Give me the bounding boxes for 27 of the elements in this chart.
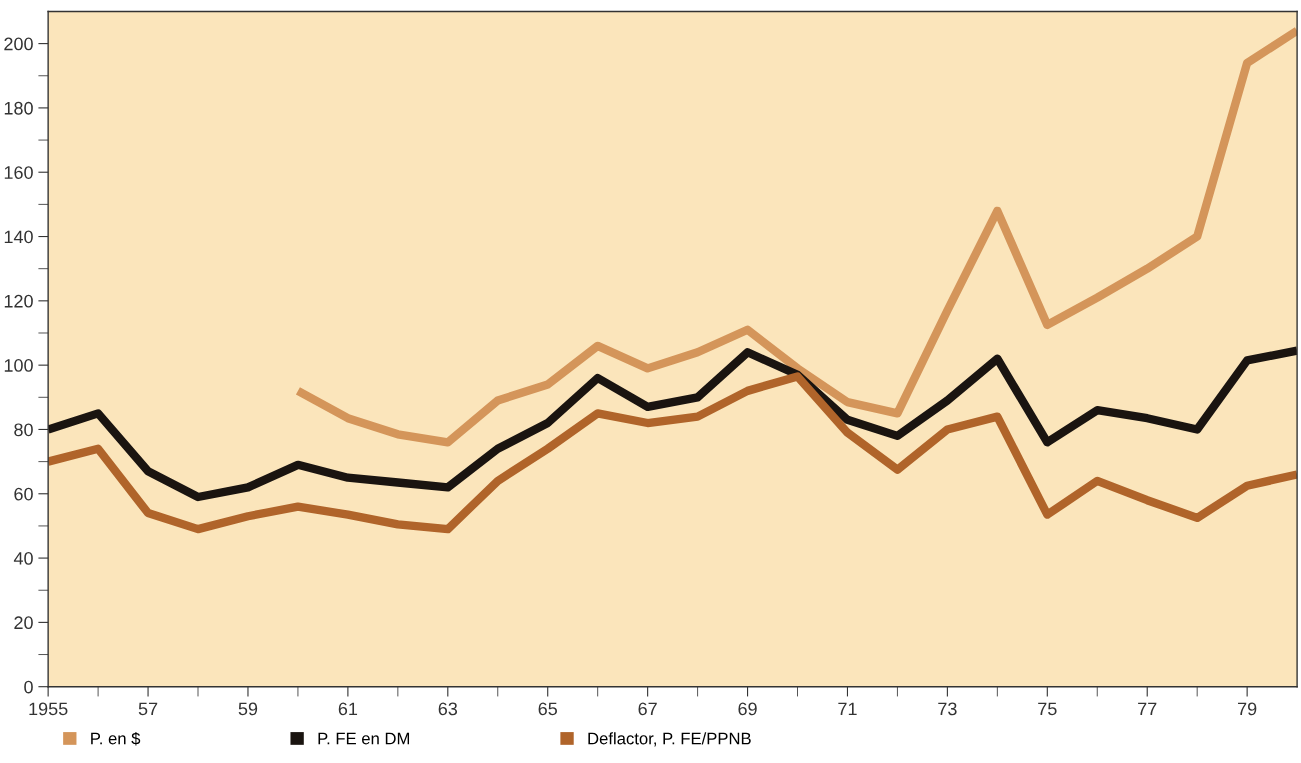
y-tick-label: 160	[4, 166, 33, 179]
legend-label: P. FE en DM	[318, 732, 410, 745]
x-tick-label: 77	[1138, 702, 1157, 716]
y-tick-label: 100	[4, 359, 33, 372]
y-tick-label: 180	[4, 101, 33, 115]
x-tick-label: 75	[1038, 702, 1057, 716]
x-tick-label: 79	[1238, 702, 1257, 716]
x-tick-label: 63	[438, 702, 458, 716]
x-tick-label: 69	[738, 702, 757, 716]
x-tick-label: 61	[338, 702, 358, 716]
legend-label: P. en $	[91, 731, 141, 746]
x-tick-label: 65	[538, 702, 558, 716]
x-tick-label: 59	[238, 702, 258, 716]
y-tick-label: 140	[4, 230, 33, 244]
y-tick-label: 200	[4, 37, 33, 51]
x-tick-label: 57	[138, 702, 158, 716]
x-tick-label: 1955	[29, 702, 68, 716]
legend-label: Deflactor, P. FE/PPNB	[588, 732, 751, 747]
x-tick-label: 71	[838, 702, 857, 716]
y-tick-label: 0	[24, 680, 33, 694]
x-tick-label: 73	[938, 702, 957, 716]
y-tick-label: 120	[4, 294, 33, 308]
y-tick-label: 60	[14, 487, 33, 501]
y-tick-label: 80	[14, 423, 33, 437]
y-tick-label: 40	[13, 552, 33, 565]
x-tick-label: 67	[638, 702, 657, 716]
y-tick-label: 20	[14, 616, 33, 630]
